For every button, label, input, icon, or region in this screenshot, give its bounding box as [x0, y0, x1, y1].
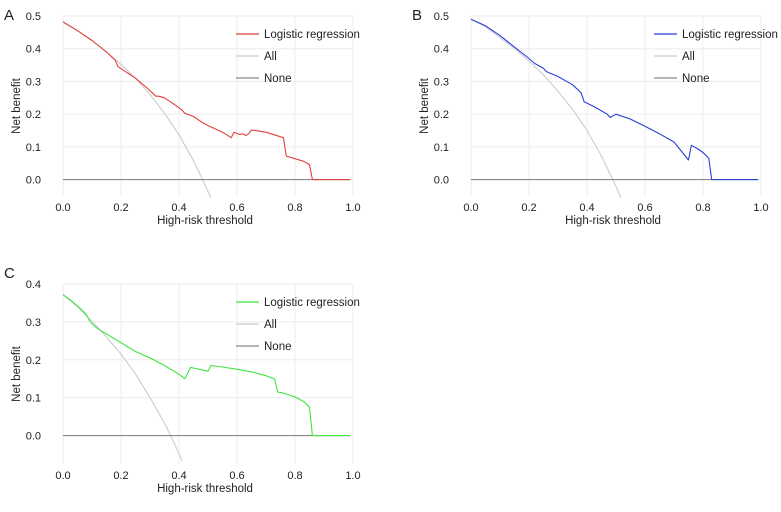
series-line-all: [470, 18, 622, 198]
y-axis-title: Net benefit: [419, 77, 431, 133]
y-tick-label: 0.1: [434, 142, 449, 154]
y-tick-label: 0.0: [434, 175, 449, 187]
y-tick-label: 0.4: [434, 44, 449, 56]
y-tick-label: 0.1: [26, 142, 41, 154]
legend-label-logistic-regression: Logistic regression: [264, 297, 360, 309]
y-tick-label: 0.5: [434, 11, 449, 23]
y-axis-title: Net benefit: [11, 345, 23, 401]
x-tick-label: 0.8: [695, 202, 710, 214]
x-tick-label: 0.8: [287, 470, 302, 482]
x-tick-label: 0.4: [171, 470, 186, 482]
y-axis-title: Net benefit: [11, 77, 23, 133]
x-axis-title: High-risk threshold: [565, 215, 661, 227]
legend-label-none: None: [264, 341, 292, 353]
legend-label-logistic-regression: Logistic regression: [682, 29, 778, 41]
legend-label-logistic-regression: Logistic regression: [264, 29, 360, 41]
y-tick-label: 0.3: [26, 76, 41, 88]
series-line-logistic-regression: [62, 21, 351, 181]
x-tick-label: 0.6: [637, 202, 652, 214]
x-tick-label: 0.0: [55, 470, 70, 482]
x-tick-label: 1.0: [753, 202, 768, 214]
x-tick-label: 1.0: [345, 202, 360, 214]
x-tick-label: 0.6: [229, 202, 244, 214]
x-tick-label: 0.2: [521, 202, 536, 214]
panel-a: A 0.0 0.2 0.4 0.6 0.8 1.0 0.0 0.1 0.2 0.3 0.4 0.5 Hig…: [4, 7, 361, 227]
y-tick-label: 0.4: [26, 44, 41, 56]
panel-c: C0.0 0.2 0.4 0.6 0.8 1.00.00.10.20.30.4High-r…: [4, 265, 361, 495]
y-tick-label: 0.5: [26, 11, 41, 23]
legend-label-all: All: [264, 319, 277, 331]
grid: [62, 15, 354, 196]
y-tick-label: 0.0: [26, 175, 41, 187]
x-tick-label: 0.4: [171, 202, 186, 214]
x-tick-label: 0.4: [579, 202, 594, 214]
y-tick-label: 0.1: [26, 393, 41, 405]
y-tick-label: 0.2: [26, 355, 41, 367]
y-tick-label: 0.2: [434, 109, 449, 121]
legend-label-none: None: [682, 73, 710, 85]
x-tick-label: 0.6: [229, 470, 244, 482]
grid: [470, 15, 762, 196]
panel-letter: C: [4, 265, 15, 282]
grid: [62, 283, 354, 464]
legend-label-all: All: [682, 51, 695, 63]
x-tick-label: 0.0: [55, 202, 70, 214]
x-tick-label: 0.0: [463, 202, 478, 214]
legend-label-none: None: [264, 73, 292, 85]
y-tick-label: 0.2: [26, 109, 41, 121]
y-tick-label: 0.3: [26, 317, 41, 329]
x-tick-label: 0.2: [113, 470, 128, 482]
series-line-logistic-regression: [62, 294, 351, 437]
x-axis-title: High-risk threshold: [157, 215, 253, 227]
y-tick-label: 0.3: [434, 76, 449, 88]
x-tick-label: 0.8: [287, 202, 302, 214]
y-tick-label: 0.4: [26, 279, 41, 291]
y-tick-label: 0.0: [26, 431, 41, 443]
x-axis-title: High-risk threshold: [157, 483, 253, 495]
series-line-logistic-regression: [470, 18, 759, 181]
legend-label-all: All: [264, 51, 277, 63]
panel-letter: B: [412, 7, 422, 24]
panel-b: B 0.0 0.2 0.4 0.6 0.8 1.0 0.0 0.1 0.2 0.3 0.4 0.5 Hig…: [412, 7, 778, 227]
panel-letter: A: [4, 7, 14, 24]
x-tick-label: 0.2: [113, 202, 128, 214]
x-tick-label: 1.0: [345, 470, 360, 482]
